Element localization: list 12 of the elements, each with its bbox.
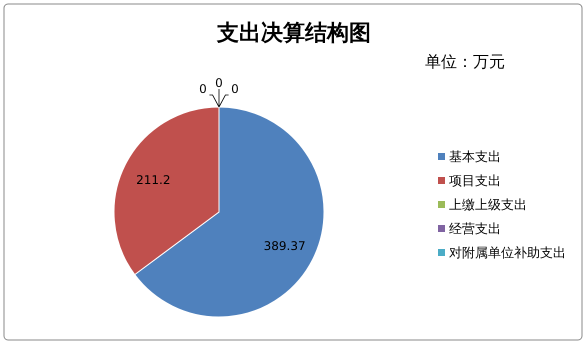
text: 0 (231, 82, 239, 96)
text: 0 (215, 76, 223, 90)
text: 单位：万元 (425, 52, 505, 71)
legend-label: 经营支出 (449, 222, 501, 237)
legend-label: 项目支出 (449, 174, 501, 189)
legend-label: 基本支出 (449, 150, 501, 165)
data-label: 389.37 (264, 239, 306, 254)
text: 0 (199, 82, 207, 96)
chart-title: 支出决算结构图 (216, 21, 371, 46)
legend-label: 对附属单位补助支出 (449, 246, 566, 261)
legend-label: 上缴上级支出 (449, 198, 527, 213)
data-label: 211.2 (136, 172, 171, 187)
